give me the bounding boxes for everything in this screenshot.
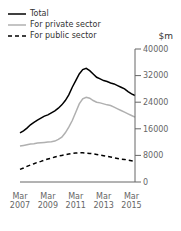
html-text:For private sector: For private sector [30,20,101,29]
svg-text:0: 0 [143,178,148,187]
html-text:Total: Total [30,9,49,18]
svg-text:16000: 16000 [143,125,168,134]
svg-text:Mar2015: Mar2015 [121,192,141,208]
svg-text:Mar2009: Mar2009 [38,192,58,208]
svg-text:8000: 8000 [143,151,163,160]
svg-text:Mar2013: Mar2013 [93,192,113,208]
html-text:$m: $m [158,31,173,41]
svg-text:24000: 24000 [143,98,168,107]
svg-text:Mar2007: Mar2007 [10,192,30,208]
svg-text:Mar2011: Mar2011 [66,192,86,208]
svg-text:40000: 40000 [143,45,168,54]
svg-text:32000: 32000 [143,71,168,80]
html-text:For public sector: For public sector [30,31,97,40]
